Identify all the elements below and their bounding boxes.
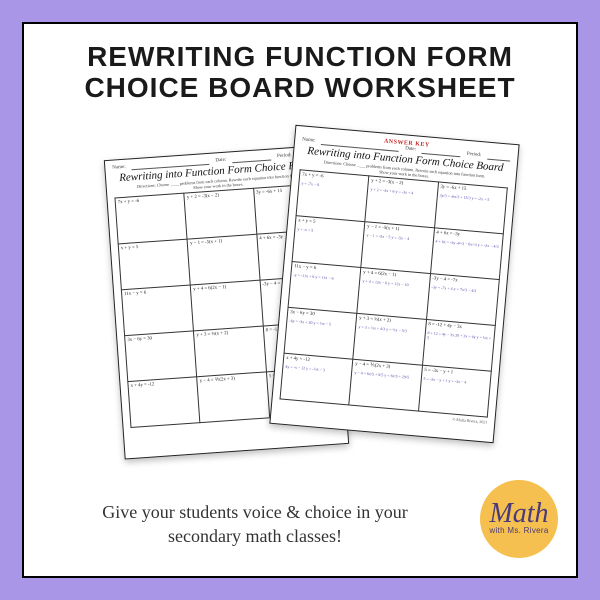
cell: y − 4 = ⅗(2x + 3): [197, 372, 269, 423]
cell: y − 4 = ⅗(2x + 3)y − 4 = 6x/5 + 9/5 y = …: [349, 359, 422, 411]
cell: y + 3 = ⅔(x + 2)y + 3 = ⅔x + 4/3 y = ⅔x …: [353, 313, 426, 365]
cell: 7x + y = -6: [115, 193, 187, 244]
period-label: Period:: [466, 152, 481, 159]
tagline-line-2: secondary math classes!: [168, 526, 342, 546]
date-label: Date:: [405, 146, 416, 153]
name-label: Name:: [112, 165, 126, 172]
title-line-1: REWRITING FUNCTION FORM: [24, 42, 576, 73]
cell: x + 4y = -124y = -x − 12 y = -¼x − 3: [280, 353, 353, 405]
main-title: REWRITING FUNCTION FORM CHOICE BOARD WOR…: [24, 24, 576, 104]
name-label: Name:: [302, 137, 316, 144]
period-label: Period:: [277, 153, 292, 160]
cell: 3x − 6y = 30: [125, 331, 197, 382]
cell: 8 = -12 + 4y − 3x8 + 12 = 4y − 3x 20 + 3…: [422, 319, 495, 371]
cell: 11x − y = 6: [121, 285, 193, 336]
tagline-line-1: Give your students voice & choice in you…: [102, 502, 407, 522]
cell: x + y = 5: [118, 239, 190, 290]
cell: y + 4 = 6(2x − 1): [191, 280, 263, 331]
cell: 3y = -6x + 153y/3 = -6x/3 + 15/3 y = -2x…: [434, 182, 507, 234]
cell: y + 2 = -3(x − 2): [184, 188, 256, 239]
worksheet-answer-key: ANSWER KEY Name: Date: Period: Rewriting…: [269, 125, 519, 443]
cell: y − 1 = -5(x + 1)y − 1 = -5x − 5 y = -5x…: [361, 222, 434, 274]
date-label: Date:: [215, 158, 226, 165]
cell: x + y = 5y = -x + 5: [292, 216, 365, 268]
cell: y + 4 = 6(2x − 1)y + 4 = 12x − 6 y = 12x…: [357, 268, 430, 320]
logo-sub-text: with Ms. Rivera: [489, 526, 548, 535]
brand-logo: Math with Ms. Rivera: [480, 480, 558, 558]
cell: y + 2 = -3(x − 2)y + 2 = -3x + 6 y = -3x…: [365, 176, 438, 228]
cell: -3y − 4 = -7x-3y = -7x + 4 y = 7x/3 − 4/…: [426, 274, 499, 326]
cell: 7x + y = -6y = -7x − 6: [296, 170, 369, 222]
product-card: REWRITING FUNCTION FORM CHOICE BOARD WOR…: [22, 22, 578, 578]
cell: x + 4y = -12: [128, 377, 200, 428]
cell: 11x − y = 6-y = -11x + 6 y = 11x − 6: [288, 262, 361, 314]
logo-main-text: Math: [489, 503, 548, 525]
title-line-2: CHOICE BOARD WORKSHEET: [24, 73, 576, 104]
cell: 4 + 6x = -3y4 + 6x = -3y -4/-3 − 6x/-3 y…: [430, 228, 503, 280]
cell: 5 = -3x − y + 15 = -3x − y + 1 y = -3x −…: [418, 365, 491, 417]
cell: 3x − 6y = 30-6y = -3x + 30 y = ½x − 5: [284, 307, 357, 359]
problem-grid-answers: 7x + y = -6y = -7x − 6 y + 2 = -3(x − 2)…: [279, 169, 507, 417]
cell: y + 3 = ⅔(x + 2): [194, 326, 266, 377]
cell: y − 1 = -5(x + 1): [187, 234, 259, 285]
